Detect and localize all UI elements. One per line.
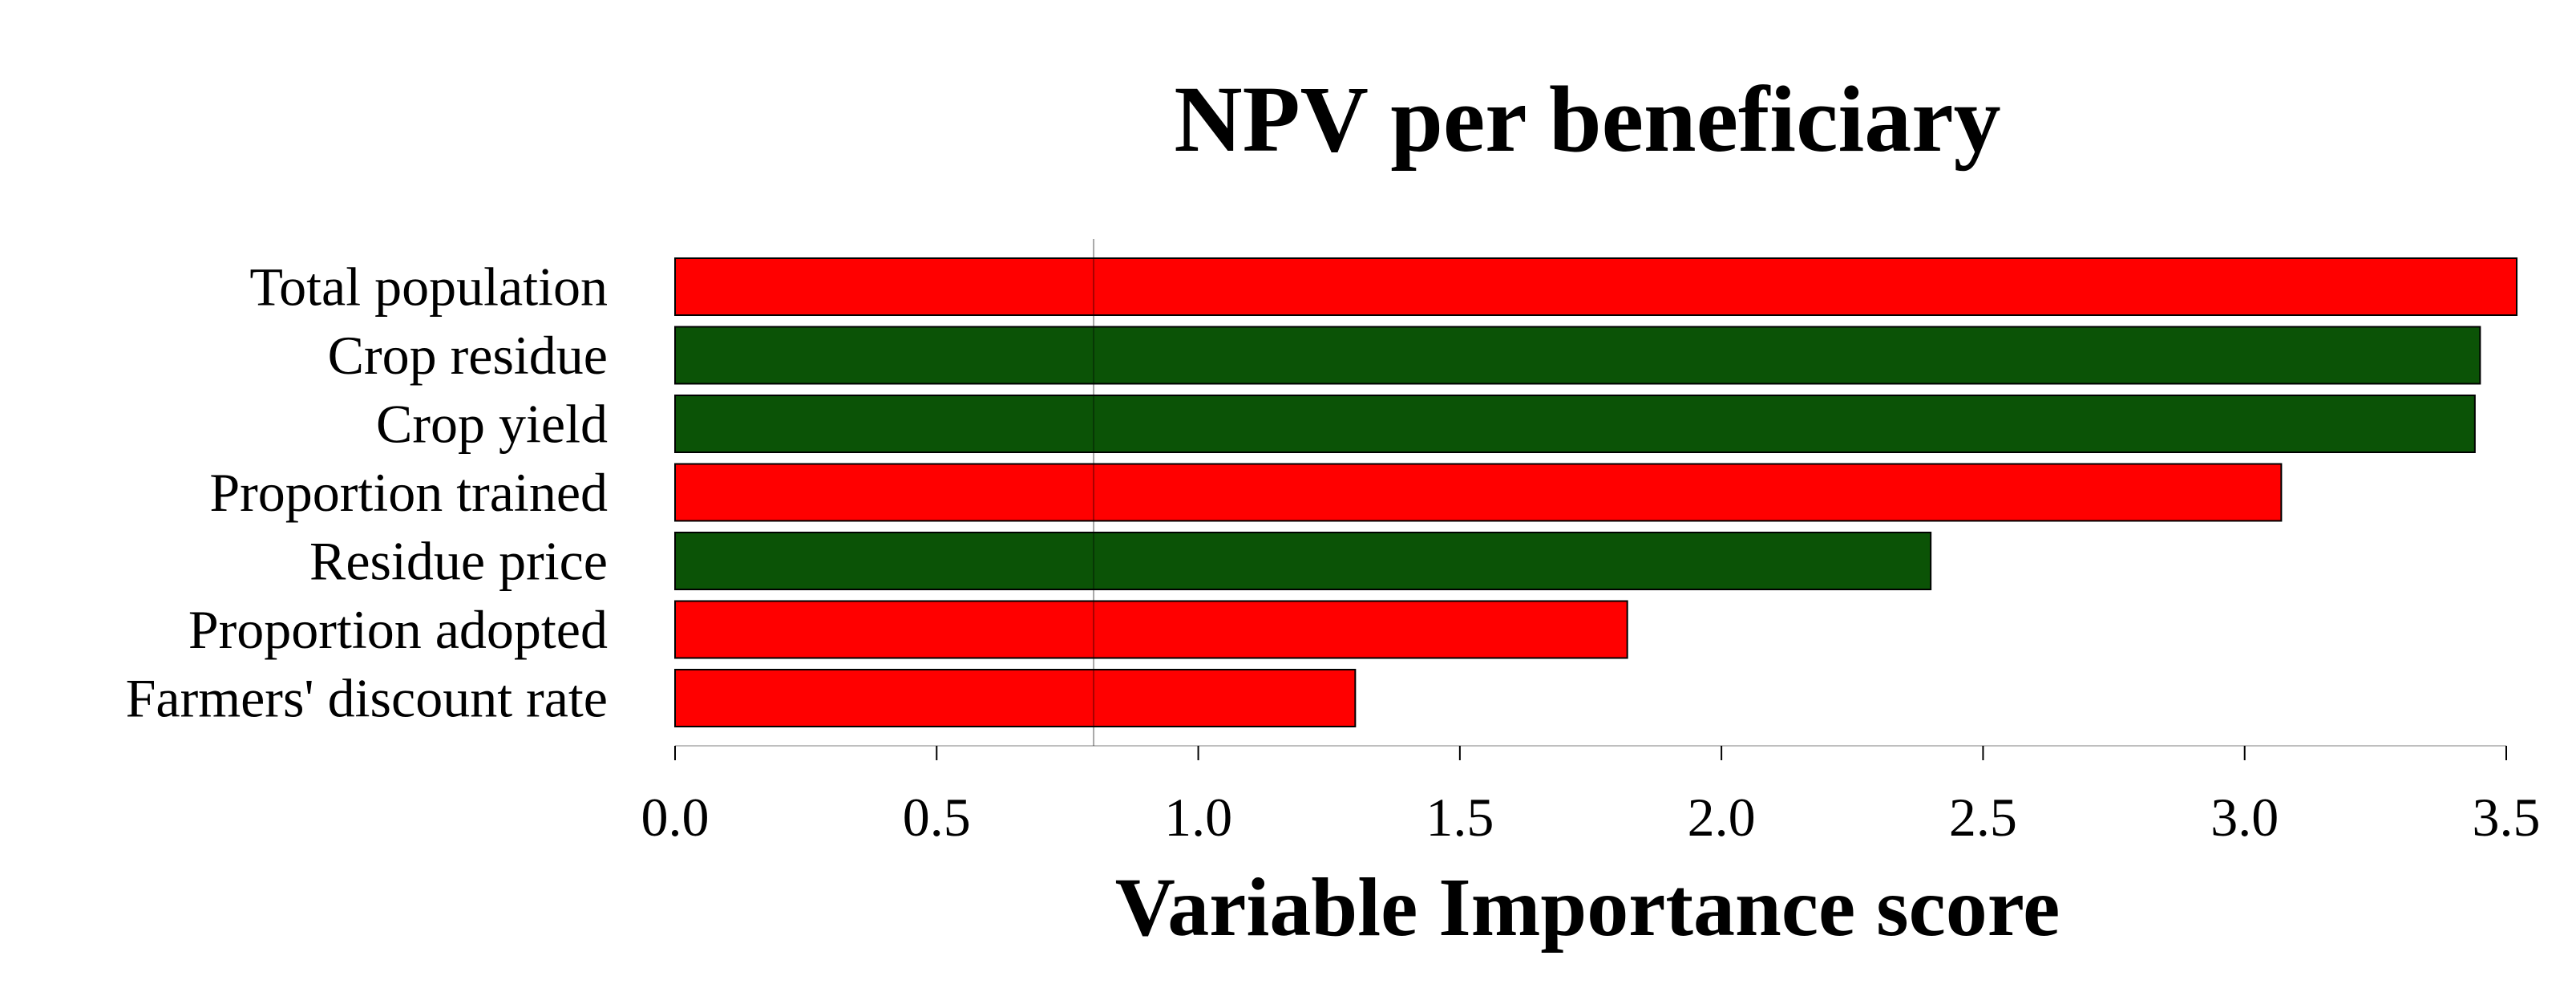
bar-total-population [674, 257, 2518, 316]
category-label: Total population [249, 257, 608, 318]
category-label: Proportion adopted [188, 599, 608, 660]
bar-farmers-discount-rate [674, 669, 1357, 727]
category-label: Residue price [309, 531, 608, 592]
chart-title: NPV per beneficiary [1174, 67, 2000, 172]
x-tick-label: 0.0 [641, 787, 710, 848]
x-tick-label: 3.0 [2210, 787, 2279, 848]
x-tick-label: 1.5 [1425, 787, 1494, 848]
x-tick-label: 2.5 [1949, 787, 2017, 848]
category-label: Farmers' discount rate [126, 668, 608, 729]
category-label: Crop residue [328, 325, 608, 386]
x-tick-label: 2.0 [1688, 787, 1756, 848]
x-tick-label: 1.0 [1164, 787, 1232, 848]
category-label: Proportion trained [209, 462, 608, 523]
x-tick-label: 3.5 [2473, 787, 2541, 848]
x-axis-label: Variable Importance score [1115, 861, 2060, 954]
category-label: Crop yield [376, 394, 608, 455]
x-axis: 0.0 0.5 1.0 1.5 2.0 2.5 3.0 3.5 [641, 745, 2541, 848]
bar-crop-residue [674, 326, 2481, 385]
bars-layer [674, 257, 2518, 727]
x-tick-label: 0.5 [903, 787, 971, 848]
category-labels: Total population Crop residue Crop yield Pr… [126, 257, 608, 729]
bar-proportion-trained [674, 463, 2283, 522]
bar-proportion-adopted [674, 600, 1628, 659]
bar-residue-price [674, 532, 1932, 590]
bar-crop-yield [674, 395, 2476, 453]
